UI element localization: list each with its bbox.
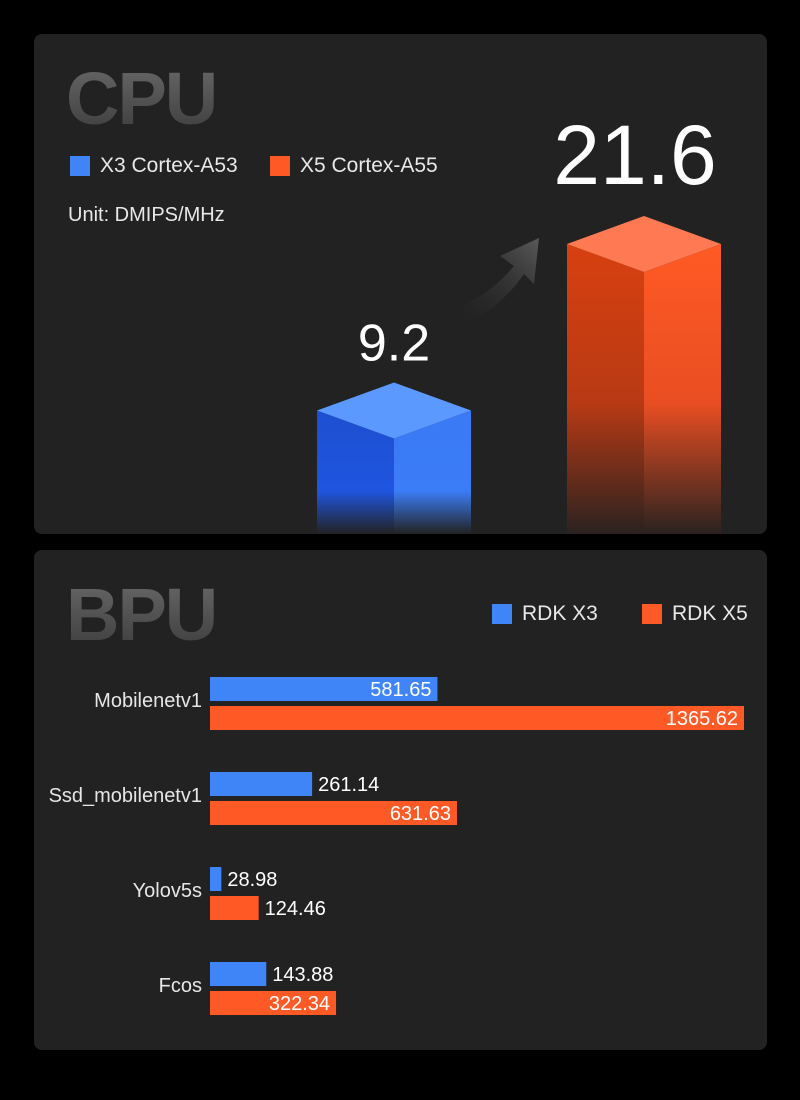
cpu-chart-panel: CPU X3 Cortex-A53 X5 Cortex-A55 Unit: DM… [34, 34, 767, 534]
bpu-bar-x3 [210, 772, 313, 796]
cpu-bar-x5 [567, 216, 721, 534]
bpu-category-label: Ssd_mobilenetv1 [49, 785, 202, 807]
cpu-value-label: 9.2 [358, 314, 430, 372]
bpu-bar-x5 [210, 801, 457, 825]
legend-swatch-blue [492, 604, 512, 624]
bpu-bar-x3 [210, 677, 438, 701]
bpu-value-label: 631.63 [390, 803, 451, 825]
bpu-value-label: 28.98 [227, 869, 277, 891]
legend-swatch-orange [642, 604, 662, 624]
bpu-bar-x5 [210, 896, 259, 920]
legend-label-x3: X3 Cortex-A53 [100, 154, 238, 177]
legend-label-x5: X5 Cortex-A55 [300, 154, 438, 177]
bpu-value-label: 143.88 [272, 964, 333, 986]
growth-arrow-icon [452, 238, 539, 324]
cpu-bar-chart: 9.2 21.6 [317, 108, 721, 534]
bpu-bar-x5 [210, 706, 744, 730]
legend-swatch-blue [70, 156, 90, 176]
bpu-value-label: 261.14 [318, 774, 379, 796]
bpu-value-label: 322.34 [269, 993, 330, 1015]
bpu-bar-x3 [210, 867, 222, 891]
legend-label-rdk-x5: RDK X5 [672, 602, 748, 625]
bpu-category-label: Mobilenetv1 [94, 690, 202, 712]
bpu-chart-panel: BPU RDK X3 RDK X5 Mobilenetv1 581.65 1365.… [34, 550, 767, 1050]
cpu-value-label: 21.6 [553, 108, 717, 202]
legend-item-x3-cortex-a53: X3 Cortex-A53 [70, 154, 238, 178]
legend-swatch-orange [270, 156, 290, 176]
bpu-bar-chart: Mobilenetv1 581.65 1365.62 Ssd_mobilenetv1 2… [49, 677, 744, 1015]
bpu-title: BPU [66, 573, 218, 656]
cpu-bar-x3 [317, 382, 471, 534]
bpu-value-label: 581.65 [370, 679, 431, 701]
bpu-value-label: 1365.62 [666, 708, 738, 730]
legend-item-x5-cortex-a55: X5 Cortex-A55 [270, 154, 438, 178]
cpu-title: CPU [66, 57, 218, 140]
legend-item-rdk-x5: RDK X5 [642, 602, 748, 626]
bpu-bar-x5 [210, 991, 337, 1015]
bpu-value-label: 124.46 [265, 898, 326, 920]
bpu-bar-x3 [210, 962, 267, 986]
legend-label-rdk-x3: RDK X3 [522, 602, 598, 625]
cpu-unit-label: Unit: DMIPS/MHz [68, 204, 225, 226]
legend-item-rdk-x3: RDK X3 [492, 602, 598, 626]
bpu-category-label: Fcos [159, 975, 202, 997]
bpu-category-label: Yolov5s [133, 880, 202, 902]
